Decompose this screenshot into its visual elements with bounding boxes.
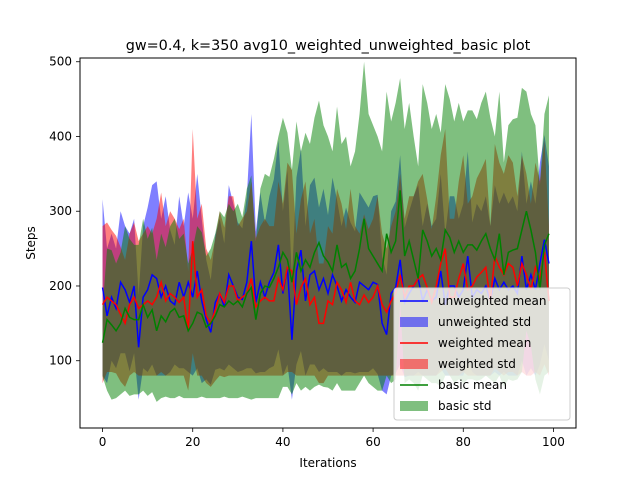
legend-label: basic std: [438, 399, 492, 413]
legend-box: [393, 287, 571, 421]
chart-title: gw=0.4, k=350 avg10_weighted_unweighted_…: [126, 38, 531, 54]
line-weighted-mean: [101, 241, 550, 331]
x-tick-label: 60: [365, 435, 380, 449]
legend-label: unweighted mean: [438, 294, 547, 308]
x-tick-label: 80: [456, 435, 471, 449]
legend-swatch: [400, 401, 428, 411]
y-tick-label: 500: [49, 55, 72, 69]
legend: unweighted mean unweighted std weighted me…: [393, 287, 571, 421]
line-basic-mean: [101, 190, 550, 343]
y-axis-label: Steps: [24, 226, 38, 260]
y-tick-label: 300: [49, 204, 72, 218]
x-axis: 0 20 40 60 80 100: [99, 428, 565, 449]
x-tick-label: 20: [185, 435, 200, 449]
y-axis: 100 200 300 400 500: [49, 55, 80, 368]
axes-frame: [79, 57, 577, 429]
y-tick-label: 400: [49, 129, 72, 143]
legend-label: unweighted std: [438, 315, 531, 329]
y-tick-label: 100: [49, 354, 72, 368]
legend-swatch: [400, 359, 428, 369]
x-tick-label: 100: [542, 435, 565, 449]
x-tick-label: 0: [99, 435, 107, 449]
legend-label: weighted mean: [438, 336, 531, 350]
y-tick-label: 200: [49, 279, 72, 293]
legend-label: basic mean: [438, 378, 507, 392]
legend-swatch: [400, 317, 428, 327]
x-axis-label: Iterations: [299, 456, 356, 470]
x-tick-label: 40: [275, 435, 290, 449]
legend-label: weighted std: [438, 357, 516, 371]
